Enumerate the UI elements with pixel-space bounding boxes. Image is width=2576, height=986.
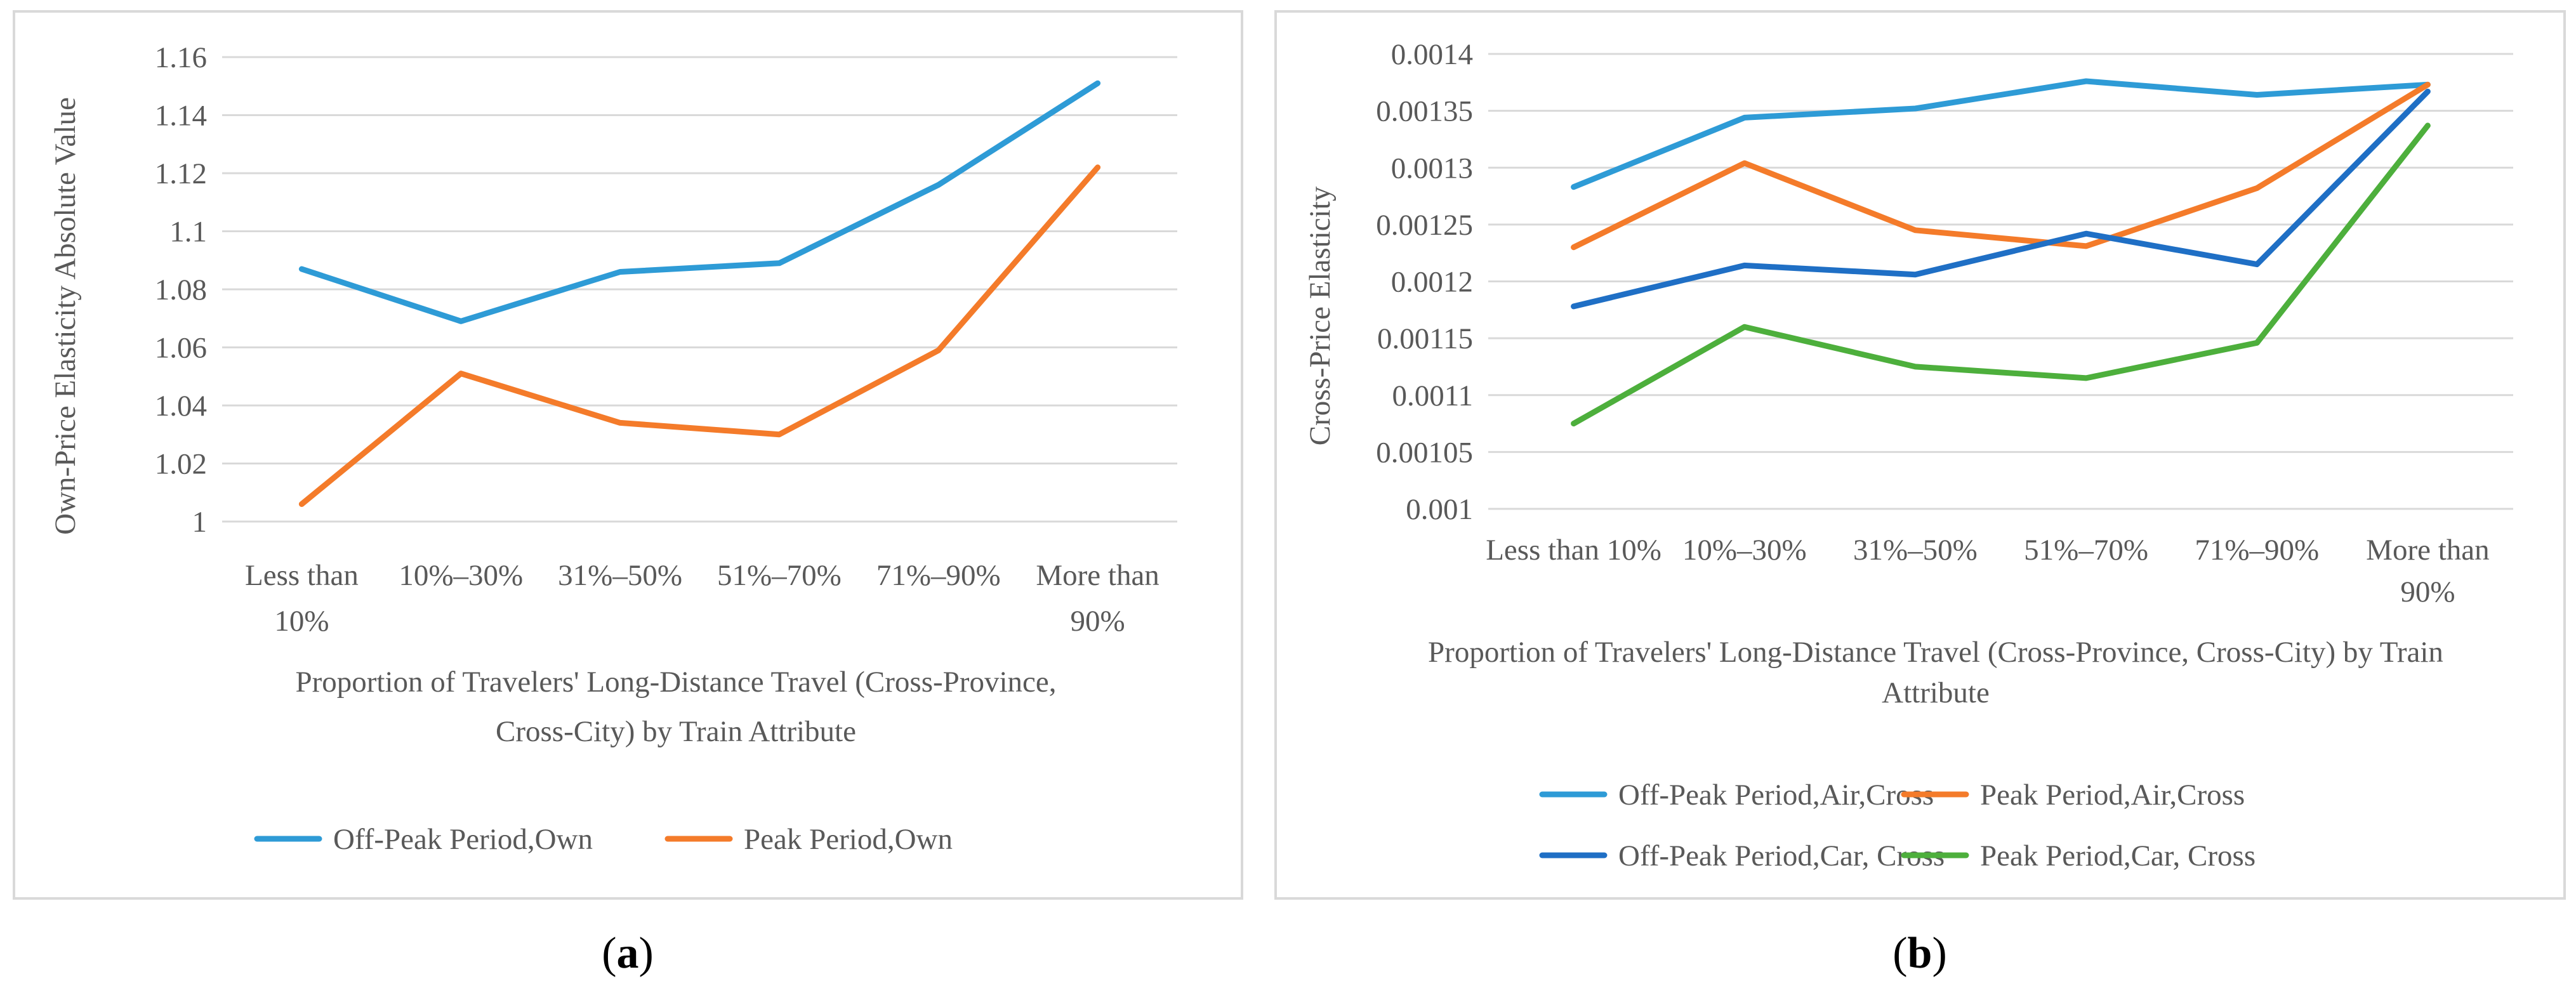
y-tick-label: 1.04 — [155, 390, 207, 423]
series-line-peak-period-air-cross — [1571, 81, 2431, 251]
chart-b-y-ticks: 0.001 0.00105 0.0011 0.00115 0.0012 0.00125 0.… — [1376, 38, 1473, 526]
y-tick-label: 0.0011 — [1392, 379, 1473, 412]
y-tick-label: 1.02 — [155, 448, 207, 481]
x-tick-label: 51%–70% — [717, 559, 842, 592]
chart-a-x-axis-title-line-2: Cross-City) by Train Attribute — [496, 715, 856, 748]
legend-label: Off-Peak Period,Own — [333, 823, 593, 856]
caption-b: (b) — [1892, 929, 1947, 978]
series-line-off-peak-period-own — [298, 80, 1101, 324]
legend-label: Peak Period,Own — [744, 823, 953, 856]
chart-b-gridlines — [1488, 53, 2513, 510]
y-tick-label: 0.0014 — [1391, 38, 1473, 71]
x-tick-label: More than 90% — [1036, 559, 1159, 638]
y-tick-label: 0.00115 — [1377, 322, 1473, 355]
x-tick-label: 31%–50% — [1853, 534, 1978, 567]
chart-b-x-axis-title-line-2: Attribute — [1882, 676, 1990, 709]
chart-b-series — [1571, 78, 2431, 427]
chart-a-x-axis-title-line-1: Proportion of Travelers' Long-Distance T… — [295, 666, 1056, 699]
chart-b-frame — [1274, 10, 2566, 900]
chart-a-series — [298, 80, 1101, 507]
y-tick-label: 1.16 — [155, 41, 207, 74]
y-tick-label: 0.00125 — [1376, 209, 1473, 242]
x-tick-label: 51%–70% — [2024, 534, 2148, 567]
chart-b-y-axis-title: Cross-Price Elasticity — [1304, 186, 1337, 445]
legend-label: Off-Peak Period,Air,Cross — [1618, 779, 1934, 812]
chart-a-y-axis-title: Own-Price Elasticity Absolute Value — [49, 97, 82, 535]
y-tick-label: 1.06 — [155, 332, 207, 365]
x-tick-label: Less than 10% — [1486, 534, 1661, 567]
y-tick-label: 1.08 — [155, 273, 207, 306]
series-line-off-peak-period-air-cross — [1571, 78, 2431, 190]
chart-panel-b: 0.001 0.00105 0.0011 0.00115 0.0012 0.00125 0.… — [1274, 10, 2566, 900]
chart-a-frame — [13, 10, 1243, 900]
series-line-peak-period-car-cross — [1571, 122, 2431, 427]
x-tick-label: 10%–30% — [399, 559, 523, 592]
y-tick-label: 0.0012 — [1391, 266, 1473, 299]
chart-a-x-ticks: Less than 10% 10%–30% 31%–50% 51%–70% 71%–90%… — [245, 559, 1159, 638]
x-tick-label: 31%–50% — [558, 559, 682, 592]
chart-b-x-ticks: Less than 10% 10%–30% 31%–50% 51%–70% 71%–90… — [1486, 534, 2489, 608]
x-tick-label: 10%–30% — [1682, 534, 1807, 567]
series-line-off-peak-period-car-cross — [1571, 88, 2431, 310]
x-tick-label: More than 90% — [2366, 534, 2489, 608]
chart-b-legend: Off-Peak Period,Air,Cross Peak Period,Air… — [1539, 779, 2256, 872]
legend-label: Peak Period,Air,Cross — [1980, 779, 2245, 812]
y-tick-label: 0.001 — [1406, 493, 1473, 526]
caption-a: (a) — [602, 929, 654, 978]
y-tick-label: 1 — [192, 506, 208, 539]
chart-b-x-axis-title-line-1: Proportion of Travelers' Long-Distance T… — [1428, 636, 2443, 669]
y-tick-label: 1.1 — [169, 216, 207, 249]
chart-a-gridlines — [222, 56, 1177, 523]
legend-label: Off-Peak Period,Car, Cross — [1618, 839, 1945, 872]
y-tick-label: 0.00135 — [1376, 95, 1473, 128]
y-tick-label: 0.00105 — [1376, 436, 1473, 469]
x-tick-label: 71%–90% — [876, 559, 1001, 592]
caption-b-letter: b — [1908, 929, 1932, 978]
series-line-peak-period-own — [298, 164, 1101, 507]
chart-a-legend: Off-Peak Period,Own Peak Period,Own — [254, 823, 953, 856]
chart-panel-a: 1 1.02 1.04 1.06 1.08 1.1 1.12 1.14 1.16 Less th… — [13, 10, 1243, 900]
y-tick-label: 1.14 — [155, 100, 207, 133]
legend-label: Peak Period,Car, Cross — [1980, 839, 2256, 872]
x-tick-label: 71%–90% — [2195, 534, 2319, 567]
caption-a-letter: a — [617, 929, 639, 978]
x-tick-label: Less than 10% — [245, 559, 359, 638]
chart-a-y-ticks: 1 1.02 1.04 1.06 1.08 1.1 1.12 1.14 1.16 — [155, 41, 207, 539]
y-tick-label: 1.12 — [155, 157, 207, 190]
y-tick-label: 0.0013 — [1391, 152, 1473, 185]
